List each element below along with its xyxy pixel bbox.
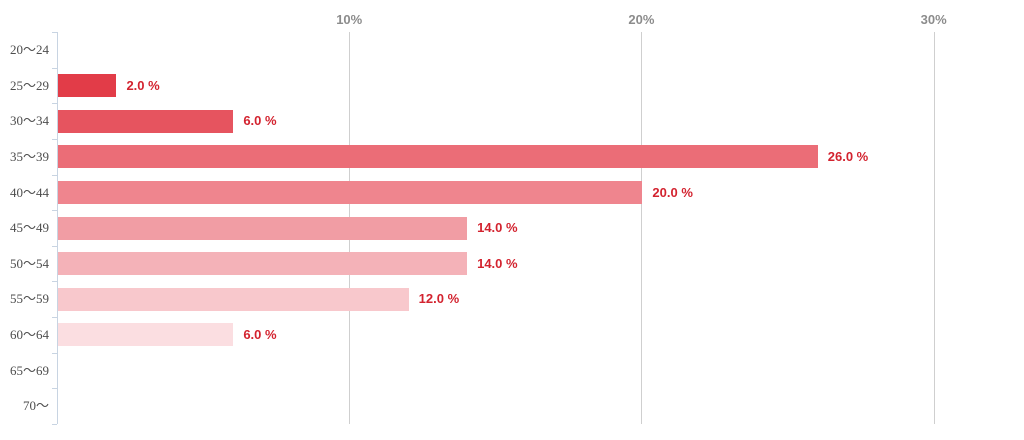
bar: [58, 73, 117, 97]
bar-value-label: 6.0 %: [243, 327, 277, 343]
category-label: 65〜69: [9, 362, 49, 378]
bar: [58, 252, 468, 276]
bar: [58, 109, 234, 133]
category-label: 70〜: [22, 398, 49, 414]
y-axis-tick: [52, 388, 57, 390]
bar: [58, 145, 818, 169]
y-axis-line: [57, 32, 58, 424]
category-label: 50〜54: [9, 255, 49, 271]
y-axis-tick: [52, 67, 57, 69]
y-axis-tick: [52, 281, 57, 283]
category-label: 45〜49: [9, 220, 49, 236]
category-label: 30〜34: [9, 113, 49, 129]
bar-value-label: 14.0 %: [477, 255, 518, 271]
y-axis-tick: [52, 103, 57, 105]
gridline: [933, 32, 935, 424]
y-axis-tick: [52, 424, 57, 425]
y-axis-tick: [52, 210, 57, 212]
y-axis-tick: [52, 245, 57, 247]
category-label: 20〜24: [9, 42, 49, 57]
y-axis-tick: [52, 138, 57, 140]
x-axis-tick-label: 10%: [336, 12, 363, 27]
bar-value-label: 2.0 %: [126, 77, 160, 93]
x-axis-tick-label: 30%: [920, 12, 947, 27]
bar-value-label: 6.0 %: [243, 113, 277, 129]
bar: [58, 287, 409, 311]
category-label: 60〜64: [9, 327, 49, 343]
bar-value-label: 26.0 %: [827, 148, 869, 164]
bar: [58, 216, 468, 240]
y-axis-tick: [52, 32, 57, 33]
category-label: 25〜29: [9, 77, 49, 93]
bar-value-label: 20.0 %: [652, 184, 693, 200]
category-label: 40〜44: [9, 184, 49, 200]
gridline: [641, 32, 643, 424]
category-label: 55〜59: [9, 291, 49, 307]
bar: [58, 323, 234, 347]
bar: [58, 180, 643, 204]
bar-value-label: 12.0 %: [418, 291, 460, 307]
y-axis-tick: [52, 317, 57, 319]
category-label: 35〜39: [9, 148, 49, 164]
y-axis-tick: [52, 352, 57, 354]
bar-value-label: 14.0 %: [477, 220, 518, 236]
y-axis-tick: [52, 174, 57, 176]
x-axis-tick-label: 20%: [628, 12, 655, 27]
